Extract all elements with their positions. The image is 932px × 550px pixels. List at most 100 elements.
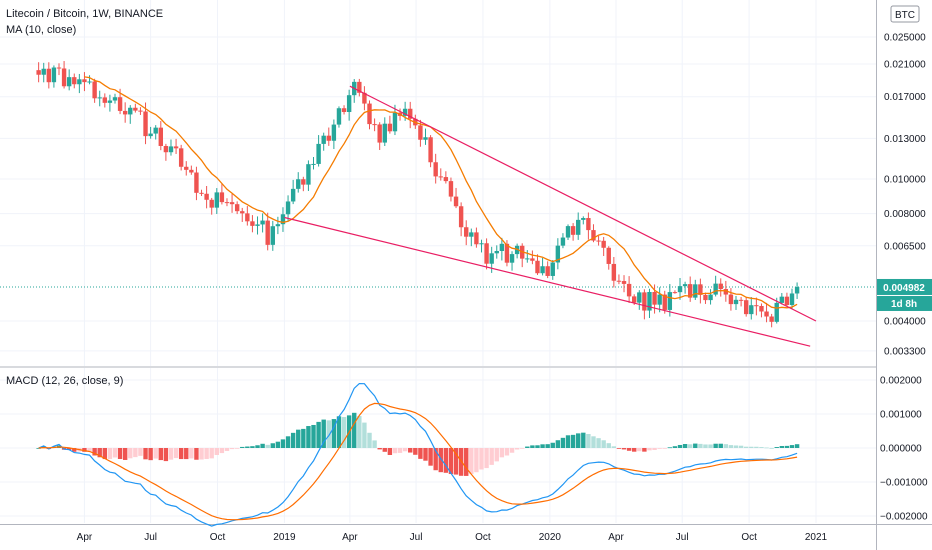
macd-histogram-bar xyxy=(402,448,408,452)
signal-line xyxy=(38,402,798,521)
candle-body xyxy=(316,143,321,164)
price-axis: 0.025000 0.021000 0.017000 0.013000 0.010000… xyxy=(884,32,926,357)
candle-body xyxy=(499,243,505,251)
price-tick-label: 0.003300 xyxy=(884,346,926,357)
price-tick-label: 0.017000 xyxy=(884,92,926,103)
macd-histogram-bar xyxy=(525,446,530,448)
currency-badge-text: BTC xyxy=(895,10,915,21)
macd-histogram-bar xyxy=(204,448,209,459)
candle-body xyxy=(509,254,515,263)
candle-body xyxy=(87,81,92,83)
macd-histogram xyxy=(36,412,800,476)
candle-body xyxy=(626,283,632,297)
candle-body xyxy=(285,201,291,215)
macd-histogram-bar xyxy=(316,421,321,448)
macd-histogram-bar xyxy=(647,448,652,451)
macd-histogram-bar xyxy=(738,445,744,448)
candle-body xyxy=(718,283,723,290)
candle-body xyxy=(733,299,739,305)
macd-histogram-bar xyxy=(469,448,474,474)
macd-histogram-bar xyxy=(133,448,138,458)
candle-body xyxy=(738,299,744,301)
candle-body xyxy=(219,192,225,203)
candle-body xyxy=(214,192,219,208)
price-tick-label: 0.008000 xyxy=(884,209,926,220)
candle-body xyxy=(66,77,72,87)
candle-body xyxy=(667,292,673,310)
macd-histogram-bar xyxy=(178,448,184,460)
macd-histogram-bar xyxy=(789,445,795,448)
candle-body xyxy=(250,221,255,226)
candle-body xyxy=(525,258,530,260)
time-tick-label: 2020 xyxy=(539,532,562,543)
candle-body xyxy=(163,145,169,153)
last-price-label[interactable] xyxy=(877,278,932,295)
candle-body xyxy=(794,286,800,294)
macd-axis: 0.002000 0.001000 0.000000 −0.001000 −0.0020… xyxy=(880,376,928,523)
candle-body xyxy=(596,240,601,242)
macd-histogram-bar xyxy=(759,447,764,448)
macd-histogram-bar xyxy=(652,448,657,451)
macd-histogram-bar xyxy=(301,428,306,448)
macd-histogram-bar xyxy=(479,448,484,470)
candle-body xyxy=(448,181,454,197)
candle-body xyxy=(764,311,769,317)
candle-body xyxy=(586,218,591,231)
macd-histogram-bar xyxy=(499,448,505,458)
macd-histogram-bar xyxy=(240,446,245,448)
macd-histogram-bar xyxy=(728,445,734,448)
macd-tick-label: −0.001000 xyxy=(880,478,928,489)
macd-histogram-bar xyxy=(245,446,250,448)
candle-body xyxy=(311,163,316,165)
time-tick-label: Oct xyxy=(741,532,757,543)
macd-histogram-bar xyxy=(494,448,499,462)
price-tick-label: 0.025000 xyxy=(884,32,926,43)
candle-body xyxy=(331,124,337,141)
candle-body xyxy=(392,112,398,132)
candle-body xyxy=(642,292,647,311)
last-price-value: 0.004982 xyxy=(883,283,925,294)
candle-body xyxy=(662,294,667,310)
candle-body xyxy=(336,108,342,125)
candle-body xyxy=(474,232,479,245)
candle-body xyxy=(657,294,662,305)
candle-body xyxy=(565,226,571,238)
countdown-text: 1d 8h xyxy=(891,299,917,310)
candle-body xyxy=(728,294,734,305)
candle-body xyxy=(672,292,678,294)
currency-badge[interactable] xyxy=(890,5,920,23)
macd-histogram-bar xyxy=(163,448,169,462)
macd-histogram-bar xyxy=(199,448,204,460)
macd-histogram-bar xyxy=(285,436,291,448)
candle-body xyxy=(321,135,326,144)
candle-body xyxy=(204,193,209,200)
time-tick-label: Apr xyxy=(342,532,358,543)
macd-histogram-bar xyxy=(189,448,194,459)
candle-body xyxy=(107,100,113,103)
macd-histogram-bar xyxy=(535,445,540,448)
macd-histogram-bar xyxy=(448,448,454,475)
macd-histogram-bar xyxy=(372,440,377,448)
macd-histogram-bar xyxy=(698,443,703,448)
macd-legend[interactable]: MACD (12, 26, close, 9) xyxy=(6,375,124,387)
macd-histogram-bar xyxy=(438,448,443,473)
macd-histogram-bar xyxy=(260,443,265,448)
candle-body xyxy=(687,284,693,298)
macd-histogram-bar xyxy=(596,438,601,448)
macd-histogram-bar xyxy=(153,448,158,459)
main-pane-grid xyxy=(0,0,876,366)
macd-histogram-bar xyxy=(229,448,235,450)
macd-histogram-bar xyxy=(632,448,637,452)
candle-body xyxy=(138,110,143,112)
candle-body xyxy=(46,68,52,83)
macd-histogram-bar xyxy=(474,448,479,473)
macd-histogram-bar xyxy=(464,448,469,476)
macd-histogram-bar xyxy=(504,448,510,456)
macd-histogram-bar xyxy=(708,444,713,448)
candle-body xyxy=(789,293,795,305)
macd-histogram-bar xyxy=(158,448,164,461)
macd-histogram-bar xyxy=(642,448,647,452)
ma-legend[interactable]: MA (10, close) xyxy=(6,24,77,36)
candle-body xyxy=(423,137,428,140)
